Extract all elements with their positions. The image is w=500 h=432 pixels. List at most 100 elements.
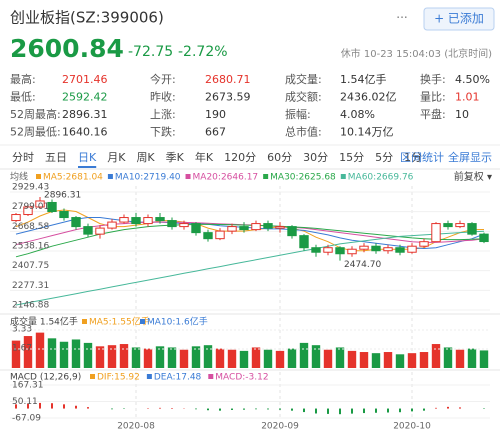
x-tick-label: 2020-08	[117, 422, 155, 432]
legend-swatch	[263, 174, 269, 179]
period-tab[interactable]: 1分	[404, 151, 422, 164]
period-tab[interactable]: 日K	[78, 151, 97, 164]
candle-body	[59, 211, 69, 219]
candle-body	[251, 223, 261, 231]
period-tab[interactable]: 30分	[303, 151, 328, 164]
legend-swatch	[90, 374, 95, 379]
legend-swatch	[340, 174, 346, 179]
candle-body	[419, 241, 429, 247]
candle-body	[227, 226, 237, 232]
candle-body	[407, 245, 417, 253]
candle-body	[71, 217, 81, 228]
stat-label: 平盘:	[420, 107, 446, 121]
y-tick-label: 2407.75	[12, 261, 49, 271]
volume-bar	[467, 348, 477, 368]
candle-body	[371, 245, 381, 252]
legend-entry: MACD:-3.12	[215, 373, 268, 383]
volume-bar	[167, 347, 177, 368]
legend-swatch	[82, 319, 87, 324]
stat-value: 1640.16	[62, 126, 108, 139]
y-tick-label: 167.31	[12, 381, 44, 391]
period-tab[interactable]: 年K	[195, 150, 214, 164]
stat-label: 成交额:	[285, 90, 322, 104]
candle-body	[347, 248, 357, 255]
stat-label: 最低:	[10, 91, 36, 104]
candle-body	[335, 247, 345, 255]
legend-entry: MA10:1.6亿手	[147, 316, 208, 328]
period-tab[interactable]: 15分	[339, 151, 364, 164]
stat-label: 下跌:	[150, 125, 176, 139]
stat-value: 2436.02亿	[340, 91, 397, 104]
volume-bar	[323, 349, 333, 368]
period-tab[interactable]: 60分	[267, 151, 292, 164]
volume-bar	[83, 342, 93, 368]
tool-link[interactable]: 区间统计	[400, 151, 444, 164]
legend-entry: MA60:2669.76	[348, 173, 414, 183]
volume-bar	[371, 353, 381, 368]
legend-entry: MA20:2646.17	[193, 173, 259, 183]
stat-value: 667	[205, 126, 226, 139]
candle-body	[107, 221, 117, 229]
candle-body	[83, 226, 93, 235]
volume-bar	[239, 350, 249, 368]
candle-body	[299, 235, 309, 249]
legend-swatch	[107, 174, 113, 179]
period-tab[interactable]: 五日	[45, 151, 67, 164]
stat-value: 2673.59	[205, 91, 251, 104]
stat-value: 4.08%	[340, 108, 375, 121]
y-tick-label: 2929.43	[12, 183, 49, 193]
ma-line	[15, 223, 485, 258]
volume-bar	[11, 340, 21, 368]
period-tab[interactable]: 分时	[12, 151, 34, 164]
stat-label: 总市值:	[285, 125, 322, 139]
volume-bar	[95, 346, 105, 368]
volume-bar	[479, 350, 489, 368]
candle-body	[263, 223, 273, 229]
candle-body	[203, 232, 213, 240]
volume-bar	[203, 345, 213, 368]
candle-body	[467, 223, 477, 235]
y-tick-label: -67.09	[12, 414, 41, 424]
y-tick-label: 2799.01	[12, 202, 49, 212]
volume-bar	[107, 345, 117, 368]
tool-link[interactable]: 全屏显示	[448, 150, 492, 164]
legend-entry: MA10:2719.40	[115, 173, 181, 183]
volume-bar	[251, 347, 261, 368]
candle-body	[179, 223, 189, 228]
candle-body	[119, 217, 129, 223]
stat-value: 2592.42	[62, 91, 108, 104]
stat-value: 1.01	[455, 91, 480, 104]
added-button-label[interactable]: + 已添加	[434, 12, 484, 26]
stat-value: 190	[205, 108, 226, 121]
volume-bar	[119, 344, 129, 368]
more-icon[interactable]: ···	[396, 11, 407, 25]
period-tab[interactable]: 5分	[375, 151, 393, 164]
period-tab[interactable]: 周K	[136, 151, 155, 164]
candle-body	[431, 223, 441, 243]
added-button[interactable]	[423, 7, 495, 31]
ma-line	[15, 230, 485, 306]
volume-bar	[359, 352, 369, 368]
candle-body	[479, 233, 489, 243]
legend-swatch	[208, 374, 214, 379]
candle-body	[11, 214, 21, 222]
y-tick-label: 50.11	[12, 397, 38, 407]
candle-body	[95, 227, 105, 235]
period-tab[interactable]: 120分	[224, 151, 256, 164]
volume-bar	[71, 339, 81, 368]
volume-bar	[407, 353, 417, 368]
volume-bar	[47, 338, 57, 368]
period-tab[interactable]: 季K	[166, 151, 185, 164]
candle-body	[275, 226, 285, 229]
period-tab[interactable]: 月K	[107, 151, 126, 164]
price: 2600.84	[10, 34, 124, 63]
volume-bar	[23, 336, 33, 368]
legend-swatch	[146, 374, 152, 379]
candle-body	[239, 226, 249, 231]
candle-body	[191, 223, 201, 234]
volume-label: 成交量 1.54亿手	[10, 316, 78, 328]
stat-label: 换手:	[420, 72, 446, 86]
adjust-select[interactable]: 前复权 ▾	[454, 170, 492, 183]
